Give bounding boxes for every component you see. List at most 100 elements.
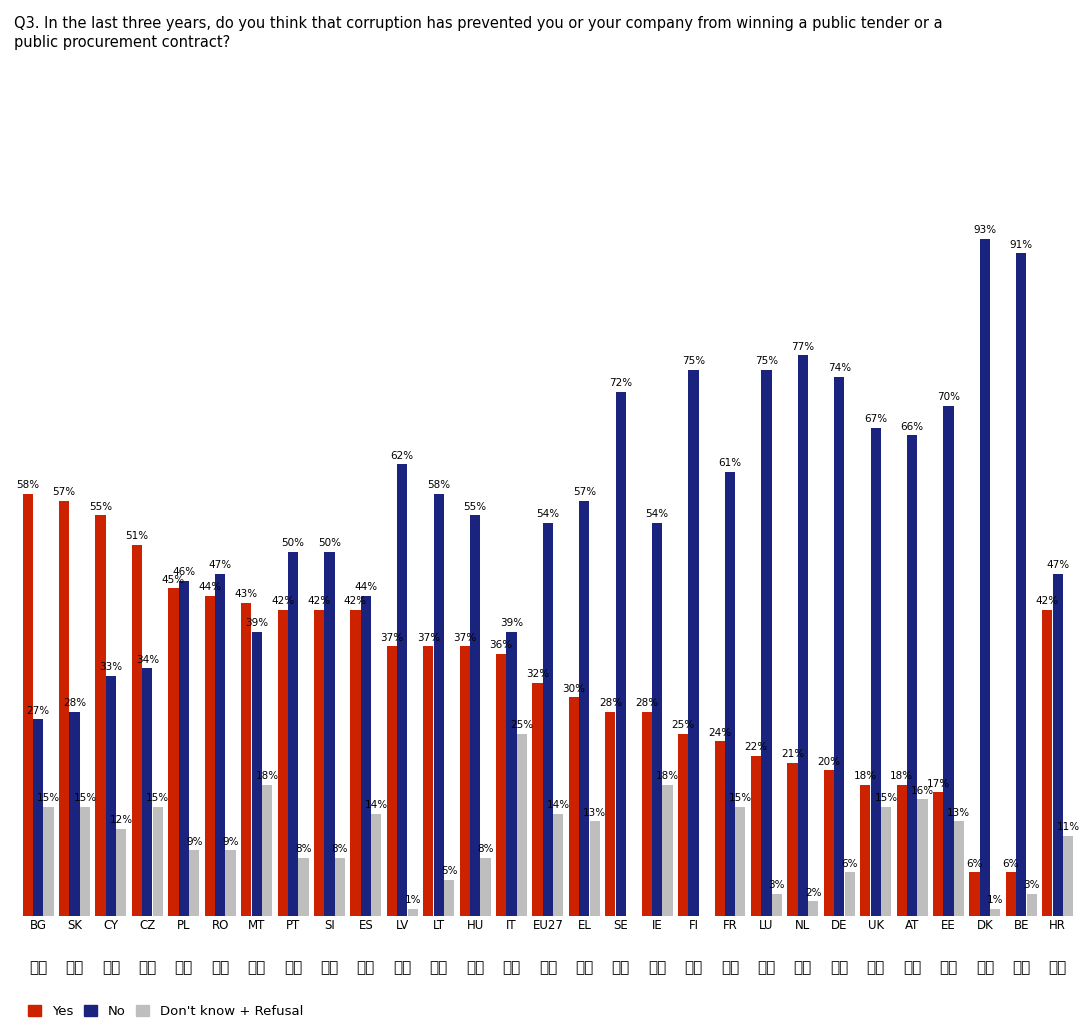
Text: 18%: 18% xyxy=(656,771,679,781)
Text: 18%: 18% xyxy=(890,771,914,781)
Text: 58%: 58% xyxy=(427,480,450,490)
Text: 5%: 5% xyxy=(441,866,457,876)
Text: 🇱🇻: 🇱🇻 xyxy=(393,960,411,975)
Text: 42%: 42% xyxy=(307,596,331,607)
Bar xyxy=(189,851,200,916)
Bar xyxy=(153,806,163,916)
Text: 🇲🇹: 🇲🇹 xyxy=(247,960,266,975)
Bar xyxy=(278,610,288,916)
Bar xyxy=(397,465,407,916)
Text: 37%: 37% xyxy=(417,632,439,643)
Text: 13%: 13% xyxy=(583,807,607,818)
Bar xyxy=(553,814,563,916)
Text: 28%: 28% xyxy=(635,699,659,708)
Text: 🇱🇺: 🇱🇺 xyxy=(757,960,776,975)
Bar xyxy=(615,391,626,916)
Text: 🇬🇷: 🇬🇷 xyxy=(575,960,593,975)
Bar xyxy=(980,239,990,916)
Text: 72%: 72% xyxy=(609,378,633,388)
Text: 🇩🇪: 🇩🇪 xyxy=(830,960,848,975)
Text: 🇭🇷: 🇭🇷 xyxy=(1048,960,1067,975)
Bar xyxy=(516,734,527,916)
Text: 24%: 24% xyxy=(709,728,731,738)
Text: 47%: 47% xyxy=(1046,560,1070,570)
Text: 18%: 18% xyxy=(854,771,877,781)
Text: 47%: 47% xyxy=(208,560,232,570)
Bar xyxy=(933,792,943,916)
Bar xyxy=(736,806,745,916)
Text: 🇵🇱: 🇵🇱 xyxy=(175,960,193,975)
Text: 46%: 46% xyxy=(173,567,195,578)
Bar xyxy=(533,683,542,916)
Bar xyxy=(725,472,736,916)
Bar xyxy=(663,785,673,916)
Text: 🇸🇰: 🇸🇰 xyxy=(65,960,84,975)
Text: 🇧🇬: 🇧🇬 xyxy=(29,960,48,975)
Text: 17%: 17% xyxy=(927,778,949,789)
Text: 75%: 75% xyxy=(682,356,705,366)
Text: 8%: 8% xyxy=(295,845,311,854)
Text: 44%: 44% xyxy=(355,582,378,592)
Text: 28%: 28% xyxy=(599,699,622,708)
Bar xyxy=(715,741,725,916)
Text: 25%: 25% xyxy=(510,720,534,731)
Bar xyxy=(314,610,324,916)
Text: 45%: 45% xyxy=(162,574,184,585)
Text: 67%: 67% xyxy=(864,414,888,424)
Text: 42%: 42% xyxy=(344,596,367,607)
Text: 20%: 20% xyxy=(817,757,841,767)
Text: 6%: 6% xyxy=(967,859,983,868)
Text: 44%: 44% xyxy=(199,582,221,592)
Bar xyxy=(444,880,455,916)
Text: 50%: 50% xyxy=(281,538,305,549)
Bar xyxy=(334,858,345,916)
Text: Q3. In the last three years, do you think that corruption has prevented you or y: Q3. In the last three years, do you thin… xyxy=(14,16,943,51)
Text: 15%: 15% xyxy=(37,793,60,803)
Text: 1%: 1% xyxy=(987,895,1004,905)
Text: 28%: 28% xyxy=(63,699,86,708)
Text: 36%: 36% xyxy=(489,640,513,650)
Text: 🇨🇾: 🇨🇾 xyxy=(102,960,120,975)
Text: 🇷🇴: 🇷🇴 xyxy=(212,960,229,975)
Bar xyxy=(824,770,834,916)
Text: 15%: 15% xyxy=(74,793,97,803)
Text: 93%: 93% xyxy=(973,225,996,235)
Bar xyxy=(142,669,153,916)
Bar xyxy=(371,814,381,916)
Text: 6%: 6% xyxy=(841,859,858,868)
Bar xyxy=(106,676,116,916)
Text: 14%: 14% xyxy=(547,800,570,810)
Bar xyxy=(542,523,553,916)
Text: 25%: 25% xyxy=(672,720,694,731)
Text: 🇪🇸: 🇪🇸 xyxy=(357,960,375,975)
Bar xyxy=(215,573,226,916)
Bar xyxy=(226,851,235,916)
Bar xyxy=(23,494,33,916)
Bar xyxy=(298,858,308,916)
Text: 🇫🇷: 🇫🇷 xyxy=(720,960,739,975)
Bar xyxy=(797,355,808,916)
Text: 22%: 22% xyxy=(744,742,767,752)
Text: 3%: 3% xyxy=(1023,881,1039,890)
Bar xyxy=(350,610,360,916)
Text: 🇦🇹: 🇦🇹 xyxy=(903,960,921,975)
Text: 61%: 61% xyxy=(718,459,741,468)
Bar xyxy=(252,632,261,916)
Bar xyxy=(991,909,1000,916)
Bar xyxy=(1052,573,1063,916)
Bar xyxy=(788,763,797,916)
Bar xyxy=(808,901,818,916)
Bar xyxy=(579,501,589,916)
Text: 🇮🇹: 🇮🇹 xyxy=(502,960,521,975)
Bar xyxy=(241,602,252,916)
Text: 🇩🇰: 🇩🇰 xyxy=(975,960,994,975)
Bar xyxy=(943,406,954,916)
Text: 11%: 11% xyxy=(1057,822,1080,832)
Text: 16%: 16% xyxy=(911,786,934,796)
Bar xyxy=(496,654,507,916)
Text: 30%: 30% xyxy=(562,684,586,693)
Text: 12%: 12% xyxy=(110,815,132,825)
Bar xyxy=(641,712,652,916)
Bar xyxy=(589,822,600,916)
Text: 1%: 1% xyxy=(405,895,421,905)
